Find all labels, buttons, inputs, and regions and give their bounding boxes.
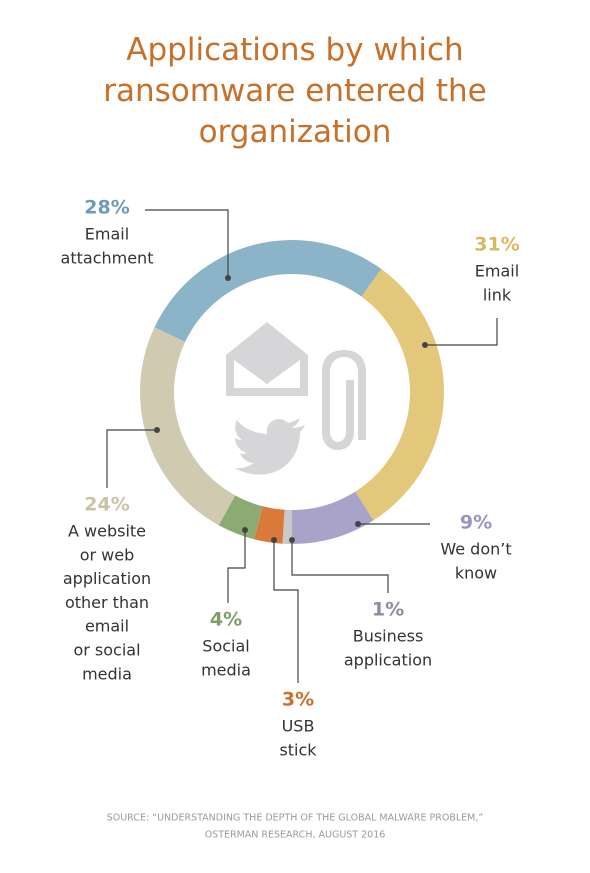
category-label: stick bbox=[279, 740, 317, 759]
leader-dot bbox=[242, 527, 248, 533]
leader-line bbox=[106, 429, 157, 488]
category-label: application bbox=[63, 569, 151, 588]
leader-line bbox=[145, 209, 229, 278]
leader-dot bbox=[154, 427, 160, 433]
donut-segment bbox=[292, 491, 374, 544]
category-label: application bbox=[344, 650, 432, 669]
twitter-icon bbox=[234, 418, 305, 475]
donut-segment bbox=[355, 269, 444, 521]
category-label: USB bbox=[282, 717, 315, 736]
leader-dot bbox=[225, 275, 231, 281]
donut-segment bbox=[218, 495, 263, 540]
category-label: link bbox=[483, 285, 512, 304]
category-label: know bbox=[455, 563, 497, 582]
leader-dot bbox=[289, 537, 295, 543]
category-label: We don’t bbox=[440, 540, 511, 559]
value-label: 24% bbox=[84, 494, 129, 516]
leader-line bbox=[425, 318, 498, 346]
category-label: or social bbox=[73, 641, 140, 660]
category-label: Email bbox=[85, 225, 129, 244]
paperclip-icon bbox=[322, 350, 366, 450]
value-label: 1% bbox=[372, 599, 404, 621]
envelope-icon bbox=[226, 322, 308, 396]
source-note: OSTERMAN RESEARCH, AUGUST 2016 bbox=[205, 830, 386, 841]
leader-line bbox=[273, 540, 299, 683]
leader-line bbox=[291, 540, 389, 593]
category-label: or web bbox=[80, 545, 135, 564]
value-label: 9% bbox=[460, 512, 492, 534]
value-label: 3% bbox=[282, 689, 314, 711]
value-label: 28% bbox=[84, 197, 129, 219]
donut-segment bbox=[140, 327, 236, 526]
source-note: SOURCE: “UNDERSTANDING THE DEPTH OF THE … bbox=[107, 813, 484, 824]
category-label: Business bbox=[353, 627, 424, 646]
category-label: Social bbox=[202, 637, 249, 656]
category-label: media bbox=[82, 664, 132, 683]
leader-dot bbox=[422, 342, 428, 348]
leader-line bbox=[227, 530, 246, 603]
donut-segment bbox=[254, 506, 285, 544]
value-label: 31% bbox=[474, 234, 519, 256]
chart-title: Applications by which ransomware entered… bbox=[103, 32, 487, 150]
donut-segment bbox=[282, 509, 292, 544]
category-label: other than bbox=[65, 593, 149, 612]
donut-segment bbox=[154, 239, 382, 342]
value-label: 4% bbox=[210, 609, 242, 631]
leader-dot bbox=[271, 537, 277, 543]
category-label: media bbox=[201, 660, 251, 679]
category-label: attachment bbox=[61, 248, 154, 267]
category-label: email bbox=[85, 617, 129, 636]
category-label: A website bbox=[68, 522, 146, 541]
category-label: Email bbox=[475, 262, 519, 281]
leader-dot bbox=[355, 521, 361, 527]
icons bbox=[226, 322, 366, 475]
